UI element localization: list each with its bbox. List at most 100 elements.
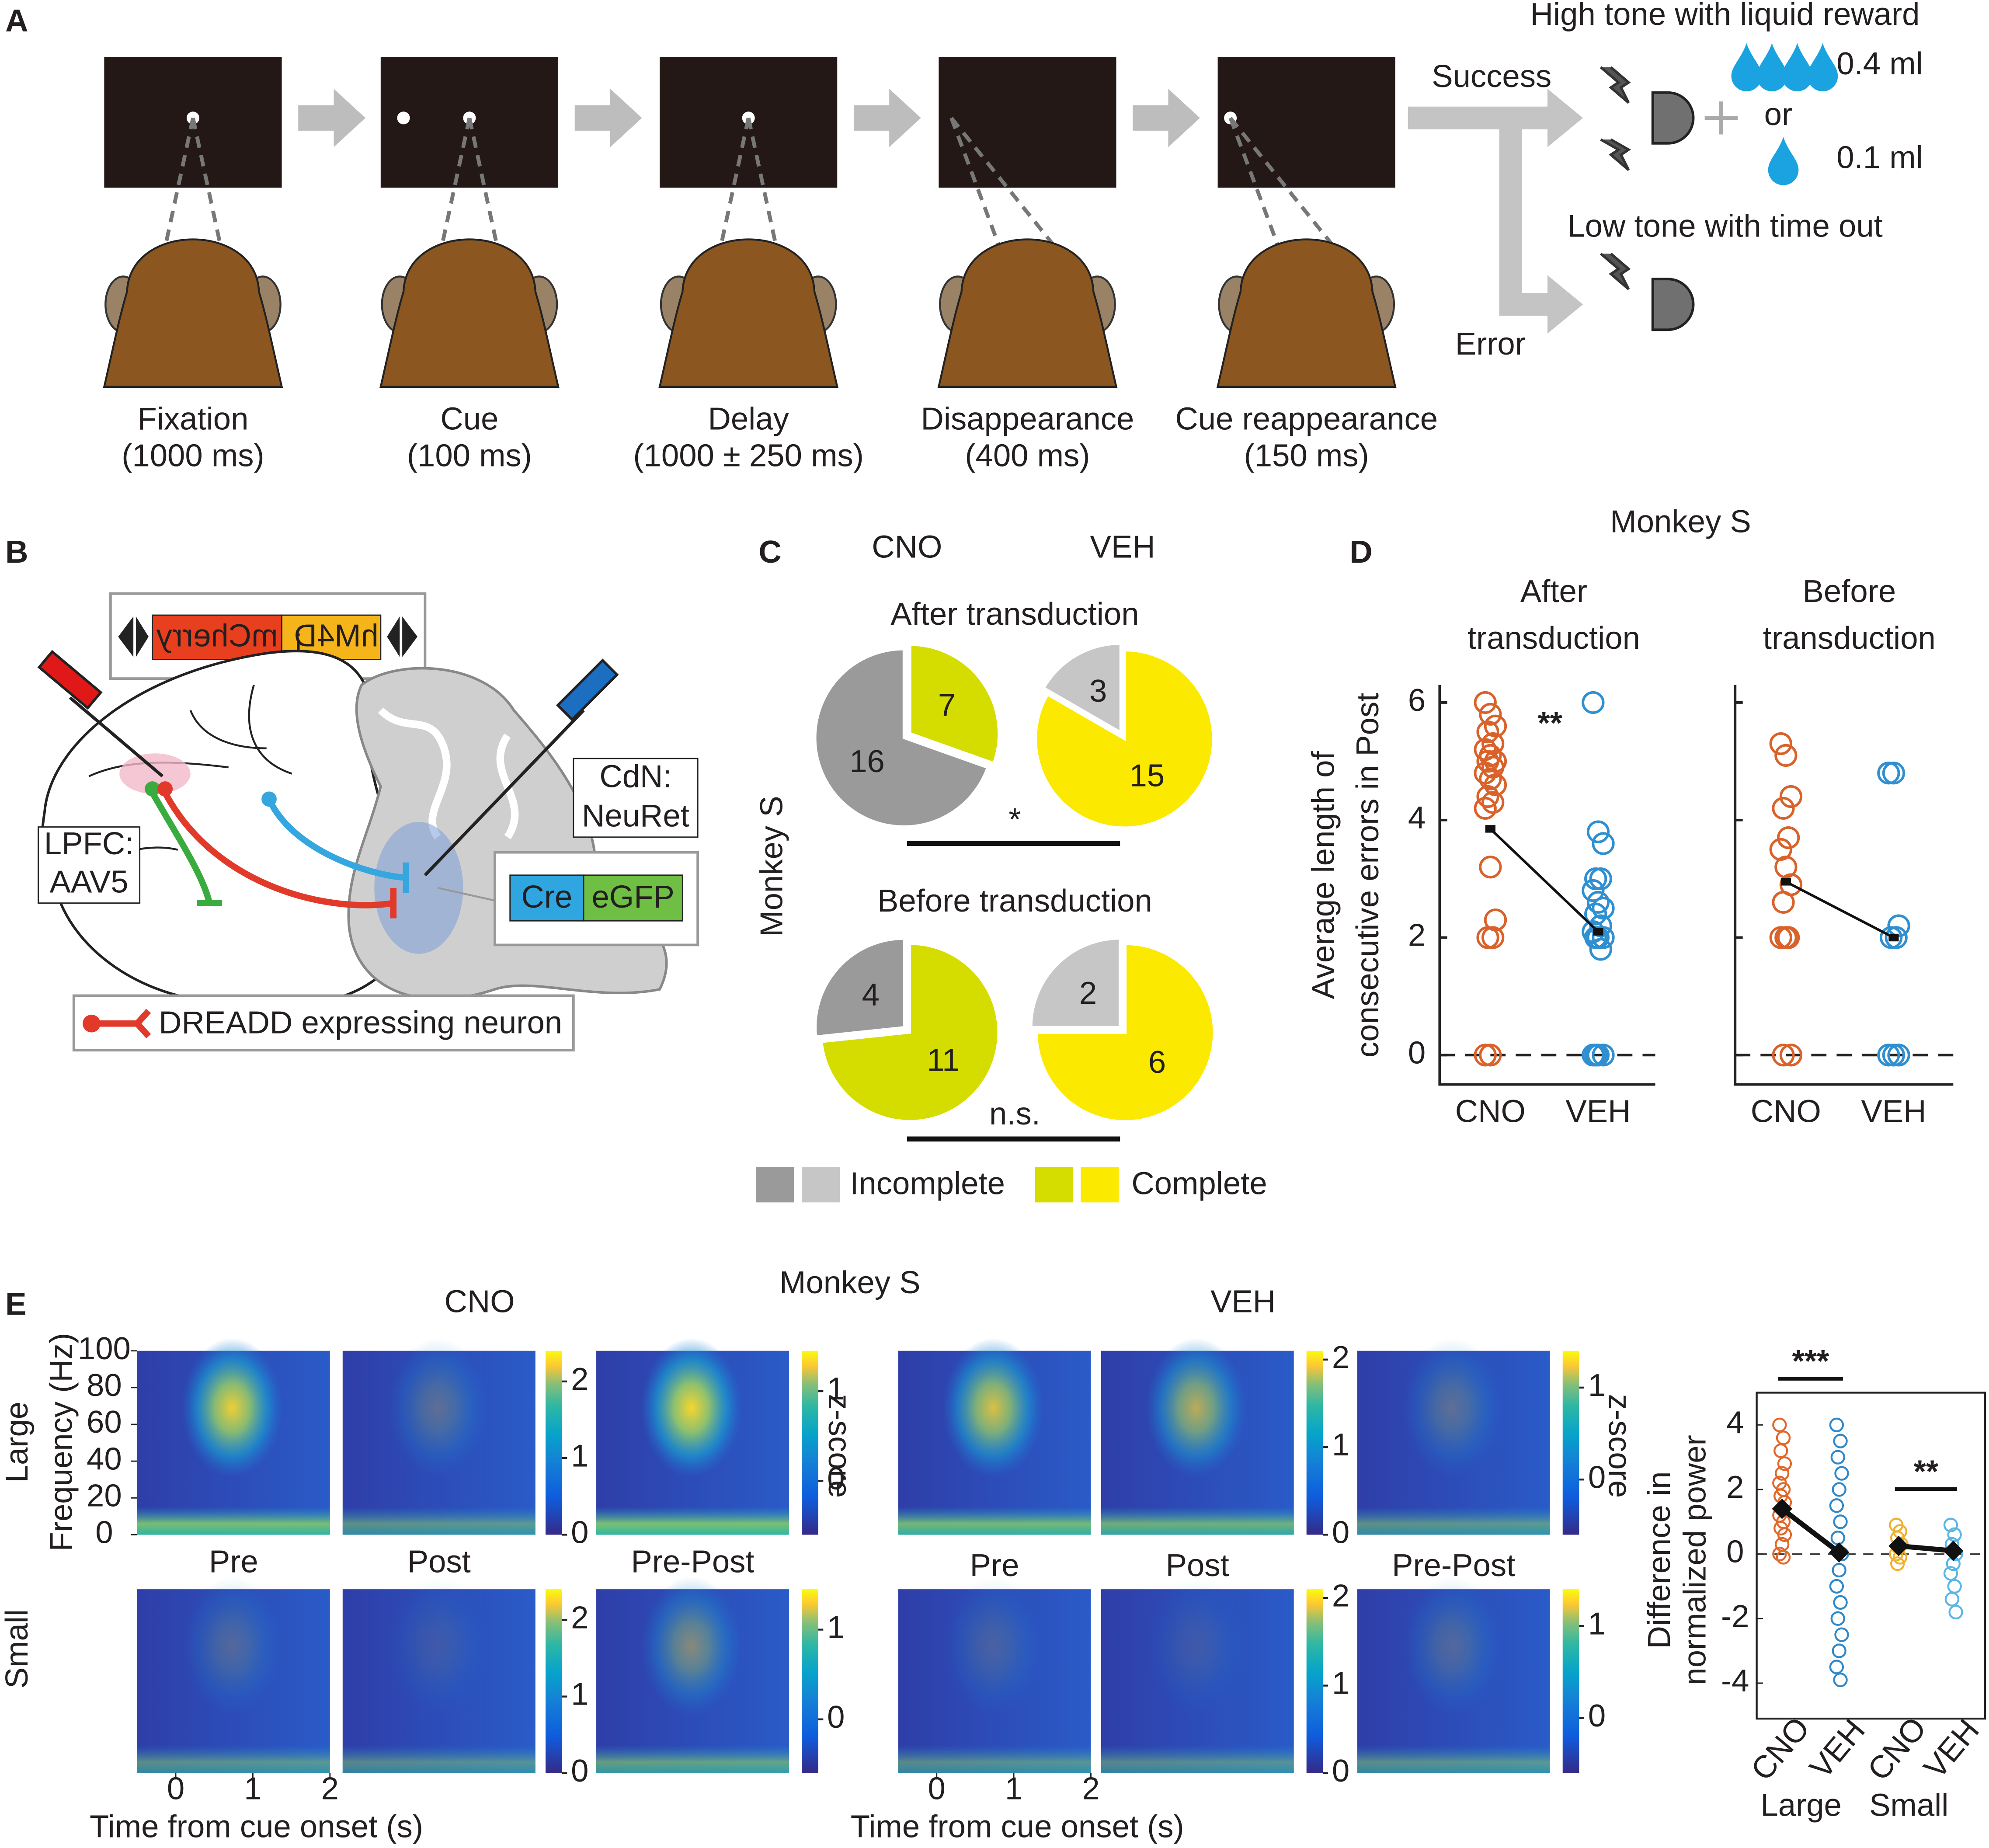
reward-label: 0.4 ml	[1836, 46, 1923, 81]
data-point	[1592, 926, 1615, 949]
legend-swatch	[802, 1167, 840, 1203]
data-point	[1829, 1579, 1844, 1594]
gaze-line	[467, 117, 499, 248]
row-title: Before transduction	[877, 883, 1152, 919]
data-point	[1479, 1044, 1502, 1067]
pie-slice	[1029, 937, 1121, 1029]
mean-line	[1785, 880, 1895, 939]
data-point	[1582, 879, 1605, 902]
axis	[1438, 685, 1655, 1086]
colorbar-tick-label: 2	[1332, 1578, 1349, 1613]
reward-label: 0.1 ml	[1836, 140, 1923, 175]
colorbar	[545, 1350, 562, 1535]
syringe-body	[37, 650, 103, 710]
data-point	[1830, 1611, 1845, 1626]
colorbar-label: z-score	[1602, 1394, 1637, 1498]
colorbar	[1562, 1350, 1579, 1535]
data-point	[1832, 1563, 1846, 1578]
heatmap-band	[596, 1745, 789, 1773]
pie-slice	[820, 942, 1000, 1123]
screen	[1217, 57, 1395, 188]
row-title: After transduction	[890, 596, 1139, 632]
data-point	[1474, 797, 1497, 820]
heatmap-band	[342, 1745, 536, 1773]
stage-name: Disappearance	[921, 401, 1134, 436]
data-point	[1476, 926, 1499, 949]
data-point	[1773, 1443, 1788, 1458]
stage-duration: (1000 ms)	[122, 438, 264, 473]
construct-reporter	[152, 614, 282, 661]
y-tick-label: 60	[87, 1404, 122, 1440]
data-point	[1830, 1450, 1845, 1465]
heatmap-band	[898, 1507, 1091, 1535]
neuron-red	[162, 791, 397, 919]
legend-box	[72, 994, 575, 1052]
x-tick-label: CNO	[1861, 1710, 1933, 1787]
y-tick-label: 2	[1726, 1469, 1744, 1505]
stage-duration: (150 ms)	[1244, 438, 1369, 473]
data-point	[1589, 938, 1612, 961]
data-point	[1829, 1498, 1844, 1513]
column-label: Pre	[209, 1544, 258, 1579]
data-point	[1772, 797, 1795, 820]
legend-text: DREADD expressing neuron	[159, 1005, 562, 1040]
data-point	[1476, 785, 1499, 808]
significance: ***	[1792, 1343, 1829, 1379]
significance: **	[1914, 1454, 1939, 1489]
colorbar-tick-label: 0	[571, 1515, 588, 1550]
axis-box	[1756, 1392, 1986, 1720]
data-point	[1834, 1627, 1849, 1642]
data-point	[1776, 1430, 1791, 1445]
colorbar-tick-label: 0	[571, 1753, 588, 1789]
data-point	[1832, 1482, 1846, 1497]
data-point	[1833, 1514, 1848, 1529]
region-label: NeuRet	[582, 798, 689, 833]
pointer	[437, 887, 495, 901]
group-label: Large	[1760, 1787, 1841, 1823]
data-point	[1833, 1434, 1848, 1448]
construct-text: mCherry	[156, 618, 278, 653]
heatmap-activity	[181, 1577, 283, 1716]
colorbar-tick-label: 1	[1332, 1666, 1349, 1701]
soma	[145, 781, 160, 797]
syringe-body	[556, 658, 619, 722]
y-axis-label: consecutive errors in Post	[1350, 693, 1385, 1058]
data-point	[1829, 1417, 1844, 1432]
colorbar	[1306, 1350, 1323, 1535]
speaker	[1651, 91, 1695, 145]
data-point	[1890, 1556, 1905, 1571]
x-tick-label: VEH	[1917, 1712, 1986, 1785]
monkey-head	[379, 238, 560, 388]
construct-text: Cre	[521, 879, 572, 915]
x-tick-label: CNO	[1744, 1710, 1817, 1787]
outcome-label: Error	[1455, 326, 1526, 362]
data-point	[1484, 714, 1507, 738]
data-point	[1584, 926, 1607, 949]
y-tick-label: -4	[1721, 1663, 1749, 1698]
data-point	[1833, 1672, 1848, 1688]
data-point	[1592, 1044, 1615, 1067]
colorbar	[1306, 1589, 1323, 1773]
label-box	[573, 758, 699, 838]
colorbar-tick-label: 2	[571, 1361, 588, 1397]
x-tick-label: 2	[321, 1771, 339, 1806]
y-tick-label: 20	[87, 1478, 122, 1513]
panel-label: B	[5, 534, 28, 570]
data-point	[1833, 1595, 1848, 1610]
colorbar-tick-label: 0	[1588, 1459, 1606, 1495]
colorbar-tick-label: 1	[571, 1677, 588, 1712]
panel-title: Monkey S	[779, 1265, 920, 1300]
group-header: VEH	[1090, 529, 1155, 564]
data-point	[1479, 856, 1502, 879]
data-point	[1479, 703, 1502, 726]
y-tick-label: 100	[78, 1331, 131, 1366]
stage-name: Fixation	[138, 401, 249, 436]
gaze-line	[719, 117, 751, 248]
legend-neuron	[83, 1014, 101, 1033]
x-tick-label: VEH	[1565, 1093, 1631, 1129]
gaze-line	[191, 117, 223, 248]
mean-marker	[1829, 1542, 1850, 1563]
reward-drop	[1768, 137, 1799, 185]
x-tick-label: CNO	[1455, 1093, 1526, 1129]
data-point	[1484, 773, 1507, 797]
